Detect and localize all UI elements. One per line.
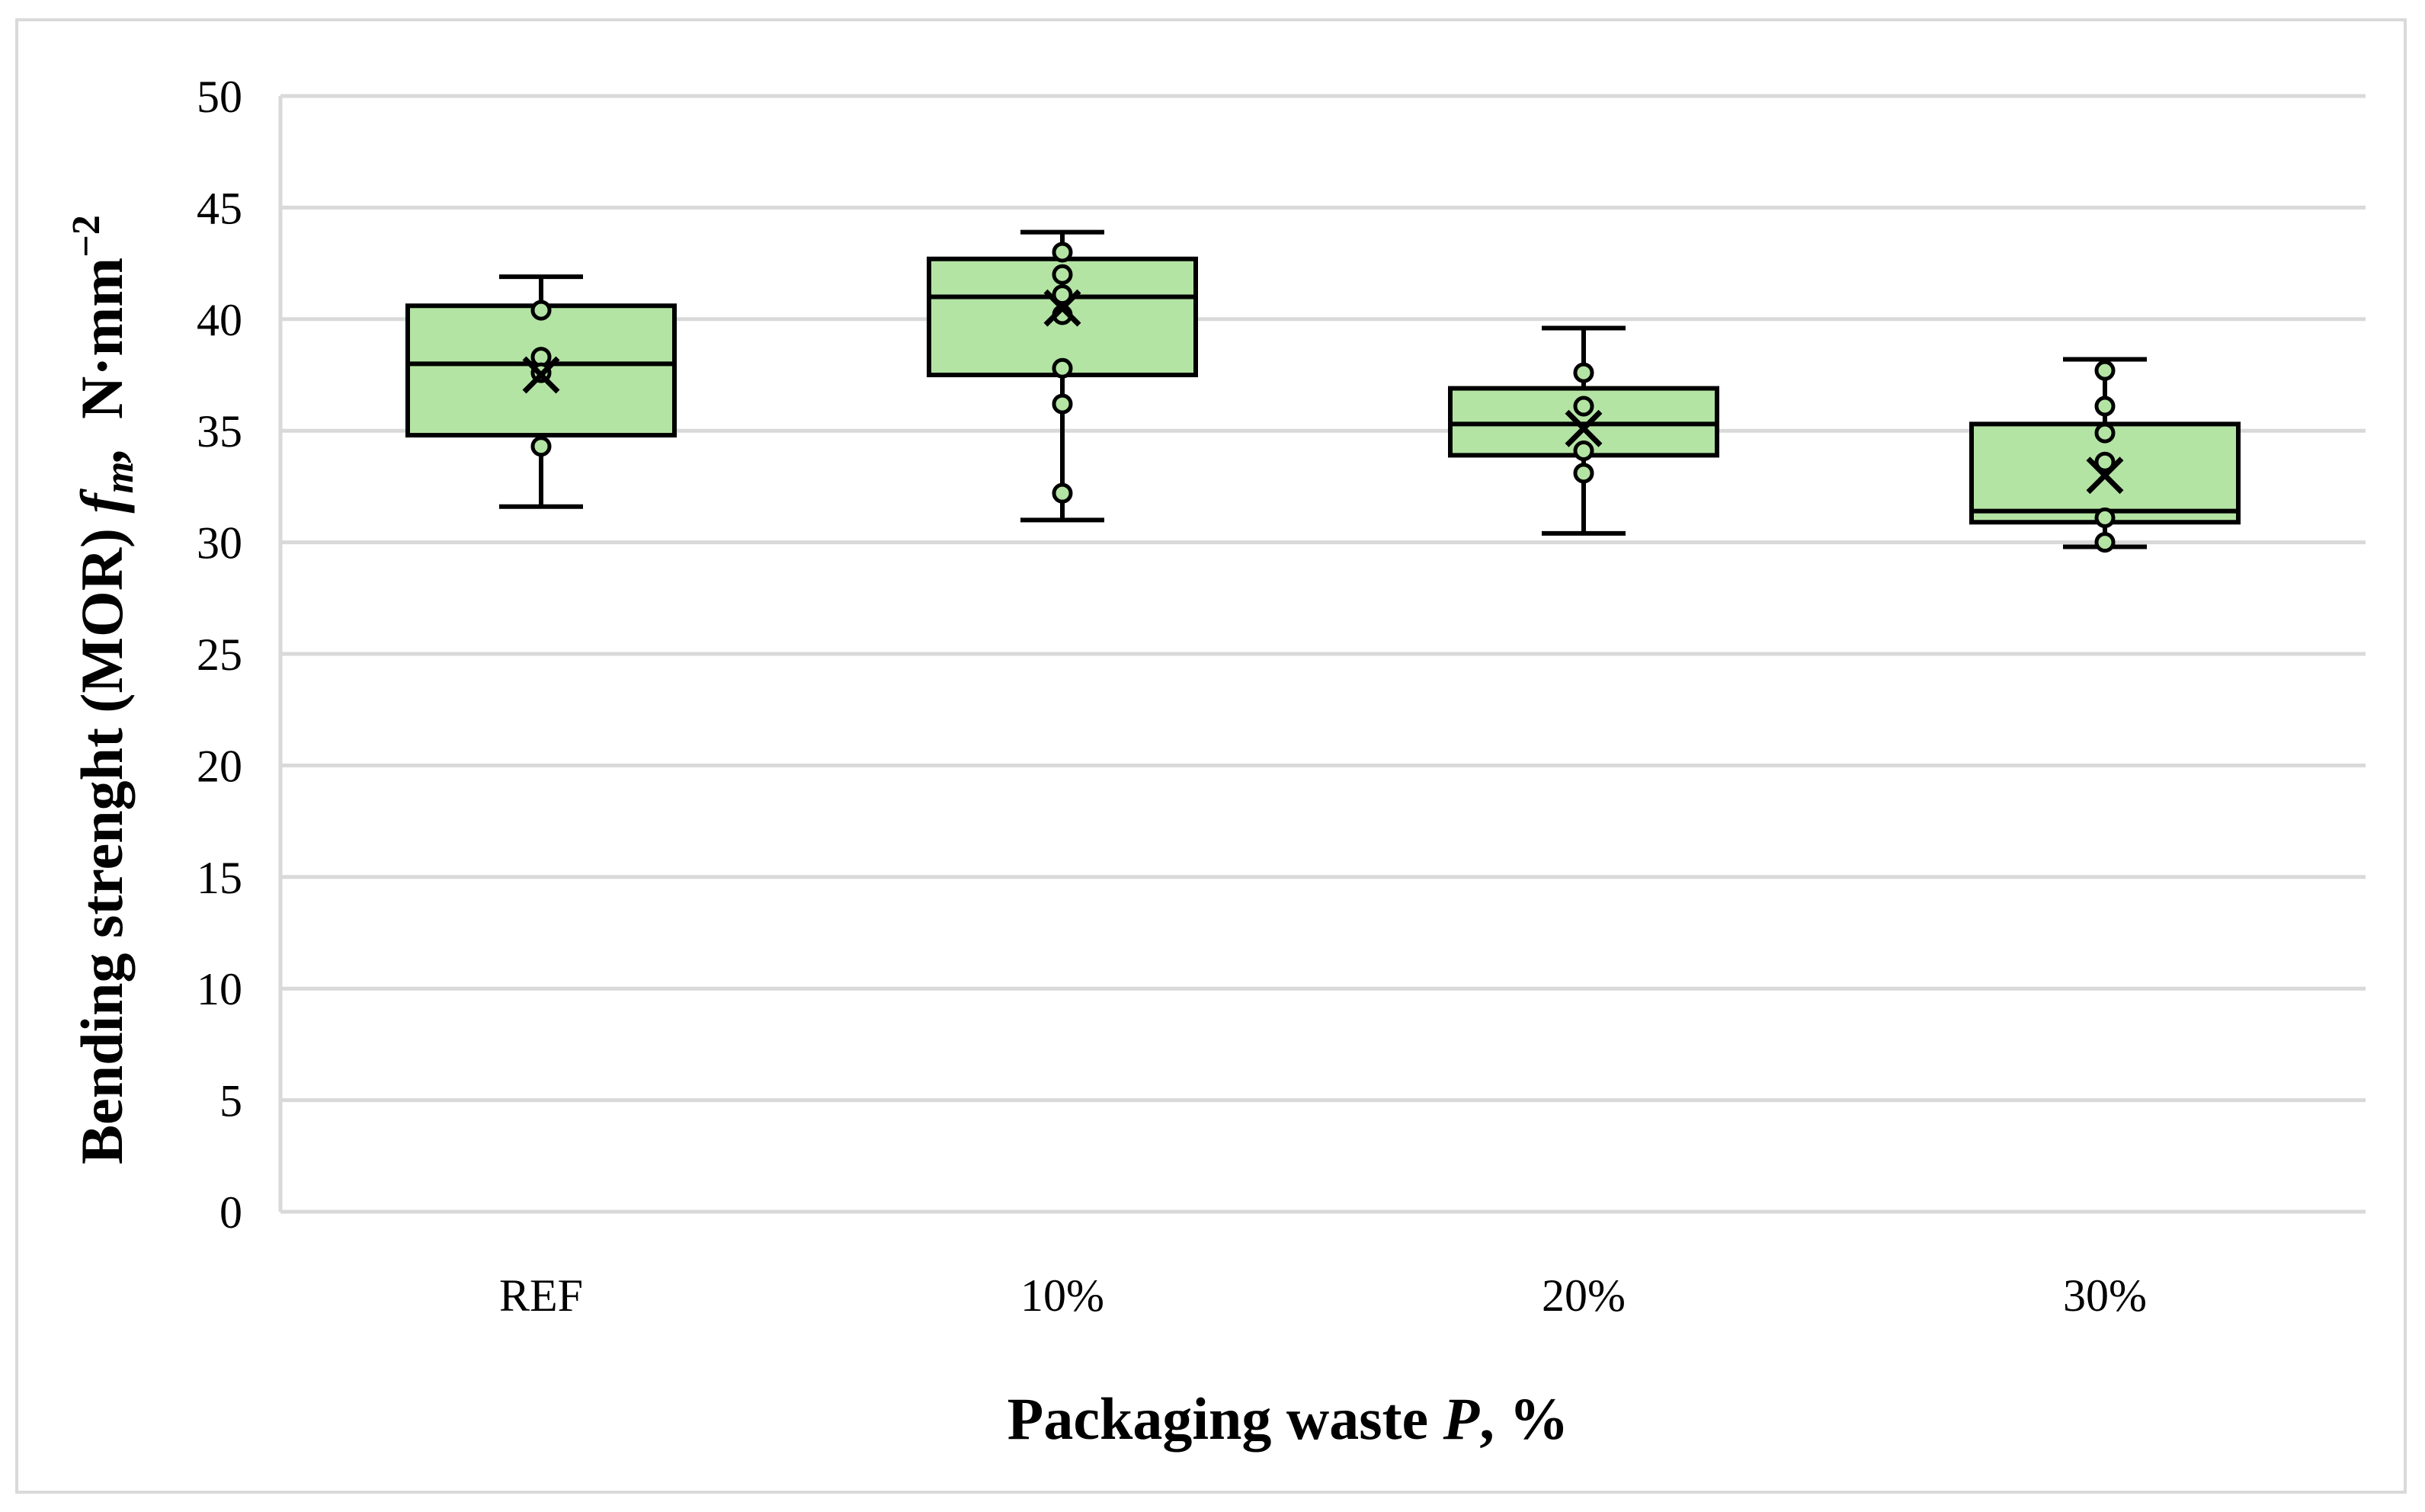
y-tick-label-50: 50 xyxy=(197,72,242,122)
mean-marker-b xyxy=(2086,456,2124,495)
y-tick-label-0: 0 xyxy=(219,1187,242,1238)
data-point-1 xyxy=(2094,396,2116,417)
box-2 xyxy=(1448,325,1719,536)
data-point-2 xyxy=(1573,440,1594,462)
y-tick-label-40: 40 xyxy=(197,295,242,345)
y-tick-label-15: 15 xyxy=(197,853,242,903)
data-point-5 xyxy=(1052,393,1073,415)
x-tick-label-2: 20% xyxy=(1542,1270,1626,1321)
y-tick-label-20: 20 xyxy=(197,741,242,791)
data-point-6 xyxy=(1052,482,1073,504)
y-axis-title: Bending strenght (MOR) fm,N·mm−2 xyxy=(65,215,142,1164)
data-point-1 xyxy=(1052,264,1073,285)
data-point-0 xyxy=(1573,362,1594,383)
boxes xyxy=(405,229,2241,553)
mean-marker-b xyxy=(1043,289,1081,327)
x-tick-label-1: 10% xyxy=(1020,1270,1104,1321)
box-3 xyxy=(1969,357,2241,553)
box-0 xyxy=(405,274,677,509)
tick-labels: 0 5 10 15 20 25 30 35 40 45 50 REF 10% 20% 30% xyxy=(197,72,2147,1321)
x-axis-title: Packaging waste P, % xyxy=(1007,1385,1569,1452)
data-point-1 xyxy=(1573,396,1594,417)
y-tick-label-30: 30 xyxy=(197,518,242,569)
y-tick-label-35: 35 xyxy=(197,406,242,456)
gridlines xyxy=(280,94,2366,1103)
data-point-0 xyxy=(1052,242,1073,263)
data-point-3 xyxy=(2094,451,2116,472)
mean-marker-b xyxy=(522,356,560,394)
data-point-5 xyxy=(2094,532,2116,553)
data-point-3 xyxy=(1573,463,1594,484)
mean-marker-b xyxy=(1565,409,1603,447)
data-point-2 xyxy=(2094,422,2116,444)
data-point-0 xyxy=(530,300,552,321)
data-point-4 xyxy=(2094,507,2116,528)
x-tick-label-3: 30% xyxy=(2063,1270,2147,1321)
box-1 xyxy=(927,229,1198,523)
axes xyxy=(278,96,2366,1214)
y-tick-label-45: 45 xyxy=(197,183,242,233)
chart-frame xyxy=(15,18,2407,1494)
y-tick-label-25: 25 xyxy=(197,629,242,680)
data-point-0 xyxy=(2094,360,2116,381)
data-point-2 xyxy=(1052,284,1073,306)
x-tick-label-0: REF xyxy=(499,1270,583,1321)
y-tick-label-5: 5 xyxy=(219,1076,242,1126)
y-tick-label-10: 10 xyxy=(197,964,242,1014)
data-point-3 xyxy=(530,436,552,457)
data-point-4 xyxy=(1052,357,1073,379)
